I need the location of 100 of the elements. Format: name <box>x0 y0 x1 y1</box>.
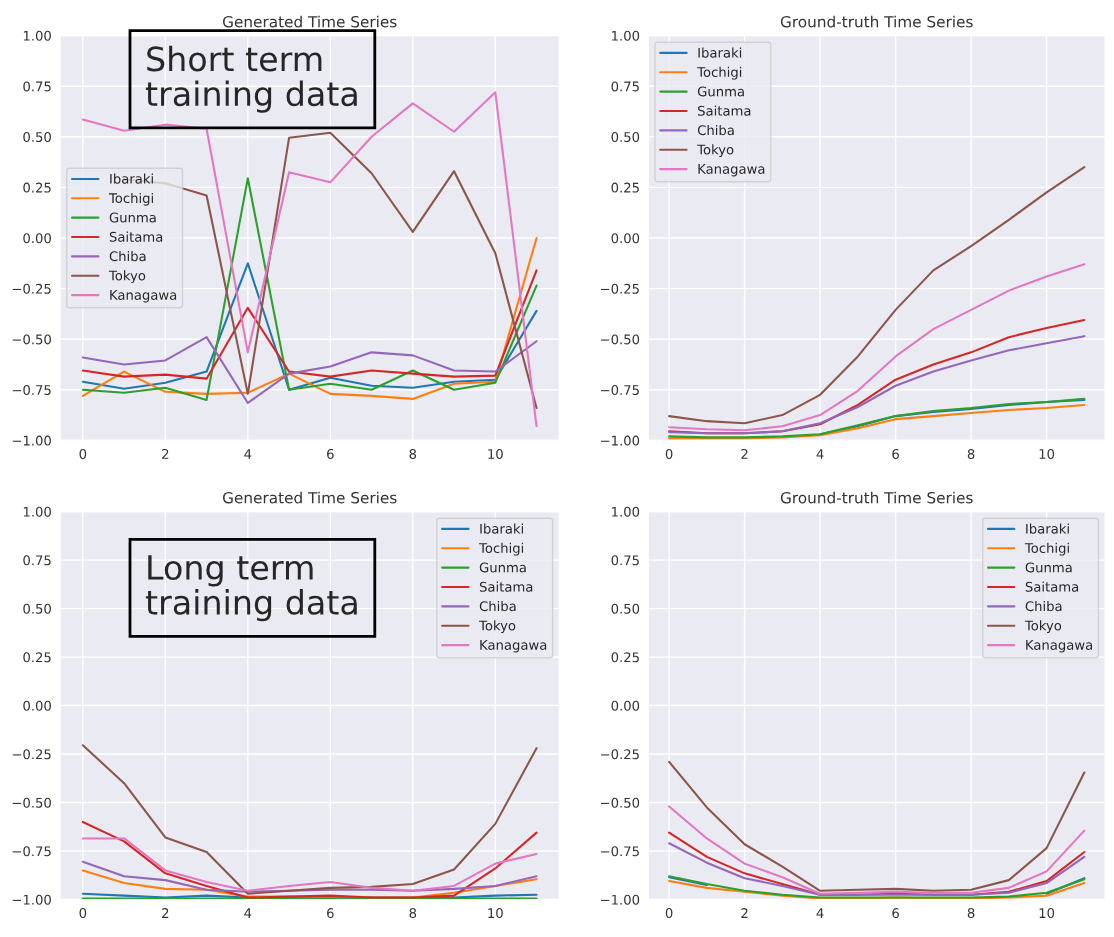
line-series <box>668 842 1086 896</box>
legend-label: Chiba <box>697 124 734 136</box>
legend-label: Saitama <box>109 231 163 242</box>
x-tick-label: 10 <box>1039 448 1055 459</box>
legend-label: Gunma <box>109 212 156 223</box>
y-tick-label: −0.50 <box>12 334 51 345</box>
y-tick-label: −0.50 <box>12 797 51 808</box>
legend-label: Ibaraki <box>480 523 523 534</box>
legend-label: Kanagawa <box>698 164 765 177</box>
legend-label: Tochigi <box>108 192 153 206</box>
chart-title: Ground-truth Time Series <box>780 15 973 28</box>
y-tick-label: −1.00 <box>12 435 51 446</box>
line-series <box>668 760 1086 892</box>
y-tick-label: 0.25 <box>23 652 51 663</box>
y-tick-label: 0.50 <box>23 132 51 142</box>
legend-label: Chiba <box>1025 600 1062 612</box>
x-tick-label: 2 <box>741 448 748 459</box>
x-tick-label: 10 <box>1039 908 1055 919</box>
x-tick-label: 8 <box>409 448 417 459</box>
y-tick-label: −0.25 <box>12 283 51 294</box>
y-tick-label: 0.50 <box>611 603 640 614</box>
legend-label: Chiba <box>479 600 516 612</box>
y-tick-label: −1.00 <box>12 894 51 905</box>
y-tick-label: 0.50 <box>611 132 640 142</box>
x-tick-label: 8 <box>967 908 975 919</box>
line-series <box>668 403 1086 440</box>
legend-label: Gunma <box>1025 562 1072 573</box>
legend-label: Gunma <box>479 562 526 573</box>
y-tick-label: 1.00 <box>612 506 640 517</box>
legend-label: Saitama <box>1025 581 1079 592</box>
line-series <box>81 860 538 893</box>
annotation: Short term training data <box>145 45 357 113</box>
legend-label: Ibaraki <box>110 173 153 184</box>
legend-label: Tochigi <box>1024 542 1069 556</box>
x-tick-label: 4 <box>816 449 824 459</box>
x-tick-label: 4 <box>244 449 252 459</box>
y-tick-label: 0.00 <box>611 700 640 711</box>
chart-title: Ground-truth Time Series <box>780 491 973 504</box>
legend-label: Ibaraki <box>698 47 742 58</box>
x-tick-label: 0 <box>79 908 87 919</box>
x-tick-label: 10 <box>488 908 503 919</box>
y-tick-label: 0.00 <box>23 700 51 711</box>
y-tick-label: 0.75 <box>23 555 51 566</box>
legend-label: Saitama <box>479 581 533 592</box>
y-tick-label: 1.00 <box>23 30 51 41</box>
y-tick-label: 0.75 <box>611 555 639 566</box>
y-tick-label: −0.50 <box>600 334 640 345</box>
legend-label: Kanagawa <box>480 640 547 653</box>
chart-title: Generated Time Series <box>222 491 397 504</box>
x-tick-label: 0 <box>665 448 673 459</box>
x-tick-label: 8 <box>409 908 417 919</box>
x-tick-label: 4 <box>244 908 252 918</box>
annotation: Long term training data <box>145 555 357 622</box>
legend-label: Kanagawa <box>1026 640 1093 653</box>
y-tick-label: 0.00 <box>23 233 51 244</box>
y-tick-label: −0.75 <box>12 385 51 395</box>
y-tick-label: −1.00 <box>600 435 640 446</box>
x-tick-label: 6 <box>892 908 899 919</box>
x-tick-label: 6 <box>327 448 334 459</box>
y-tick-label: 0.75 <box>23 81 51 92</box>
y-tick-label: −0.25 <box>12 749 51 760</box>
y-tick-label: 0.75 <box>611 81 639 92</box>
line-series <box>668 166 1086 425</box>
legend-label: Tochigi <box>479 542 524 556</box>
x-tick-label: 0 <box>665 908 673 919</box>
x-tick-label: 6 <box>892 448 899 459</box>
y-tick-label: −0.75 <box>600 385 639 395</box>
y-tick-label: 0.25 <box>23 182 51 193</box>
y-tick-label: 0.50 <box>23 603 51 614</box>
x-tick-label: 2 <box>162 908 169 918</box>
y-tick-label: −0.75 <box>600 846 639 857</box>
y-tick-label: 0.00 <box>611 233 640 244</box>
legend-label: Chiba <box>109 250 146 262</box>
x-tick-label: 6 <box>327 908 334 919</box>
y-tick-label: −0.75 <box>12 846 51 857</box>
legend-label: Tochigi <box>697 66 742 80</box>
line-series <box>668 397 1086 439</box>
y-tick-label: 0.25 <box>611 182 639 193</box>
line-series <box>668 805 1086 895</box>
y-tick-label: −1.00 <box>600 894 640 905</box>
legend-label: Tokyo <box>697 144 734 158</box>
x-tick-label: 2 <box>162 448 169 459</box>
x-tick-label: 4 <box>816 908 824 918</box>
y-tick-label: 1.00 <box>612 30 640 41</box>
line-series <box>81 744 538 895</box>
x-tick-label: 10 <box>488 448 503 459</box>
line-series <box>81 820 538 899</box>
y-tick-label: −0.25 <box>600 283 639 294</box>
y-tick-label: 0.25 <box>611 652 639 663</box>
line-series <box>81 336 538 404</box>
chart-title: Generated Time Series <box>222 15 397 28</box>
x-tick-label: 2 <box>741 908 748 918</box>
legend-label: Tokyo <box>1024 620 1062 634</box>
x-tick-label: 0 <box>79 448 87 459</box>
y-tick-label: −0.25 <box>600 749 639 760</box>
line-series <box>668 263 1086 432</box>
y-tick-label: 1.00 <box>23 506 51 517</box>
line-series <box>81 837 538 892</box>
x-tick-label: 8 <box>967 448 975 459</box>
legend-label: Tokyo <box>108 270 146 284</box>
